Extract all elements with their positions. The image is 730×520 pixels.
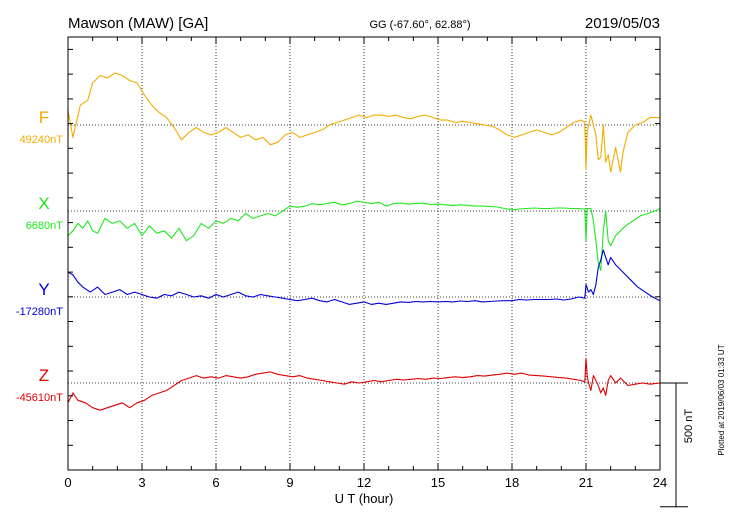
x-tick-label: 3	[138, 475, 145, 490]
x-tick-label: 24	[653, 475, 667, 490]
series-layer	[67, 72, 661, 411]
series-line-y	[67, 249, 661, 305]
scale-bar: 500 nT	[660, 382, 695, 508]
x-tick-label: 21	[579, 475, 593, 490]
x-tick-label: 12	[357, 475, 371, 490]
chart-title-coordinates: GG (-67.60°, 62.88°)	[369, 19, 470, 31]
series-line-f	[67, 72, 660, 173]
series-baseline-label-f: 49240nT	[20, 134, 64, 146]
scale-bar-label: 500 nT	[683, 409, 695, 444]
series-name-f: F	[39, 108, 49, 127]
x-tick-label: 15	[431, 475, 445, 490]
x-tick-label: 6	[212, 475, 219, 490]
x-tick-label: 9	[286, 475, 293, 490]
series-name-y: Y	[38, 280, 49, 299]
plot-footnote: Plotted at 2019/06/03 01:33 UT	[717, 344, 726, 455]
series-name-x: X	[38, 194, 49, 213]
series-line-z	[67, 357, 661, 411]
x-tick-label: 0	[64, 475, 71, 490]
chart-title-date: 2019/05/03	[585, 15, 660, 32]
series-name-z: Z	[39, 366, 49, 385]
series-baseline-label-x: 6680nT	[26, 220, 64, 232]
series-baseline-label-z: -45610nT	[16, 392, 63, 404]
tick-layer	[67, 37, 661, 471]
grid-layer	[141, 37, 587, 470]
x-tick-label: 18	[505, 475, 519, 490]
series-line-x	[67, 200, 661, 271]
series-baseline-label-y: -17280nT	[16, 306, 63, 318]
x-axis-label: U T (hour)	[335, 491, 394, 506]
label-layer: 0 3 6 9 12 15 18 21 24 F 49240nT X 6680nT Y -17280nT Z -…	[16, 108, 667, 490]
chart-title-station: Mawson (MAW) [GA]	[68, 15, 208, 32]
